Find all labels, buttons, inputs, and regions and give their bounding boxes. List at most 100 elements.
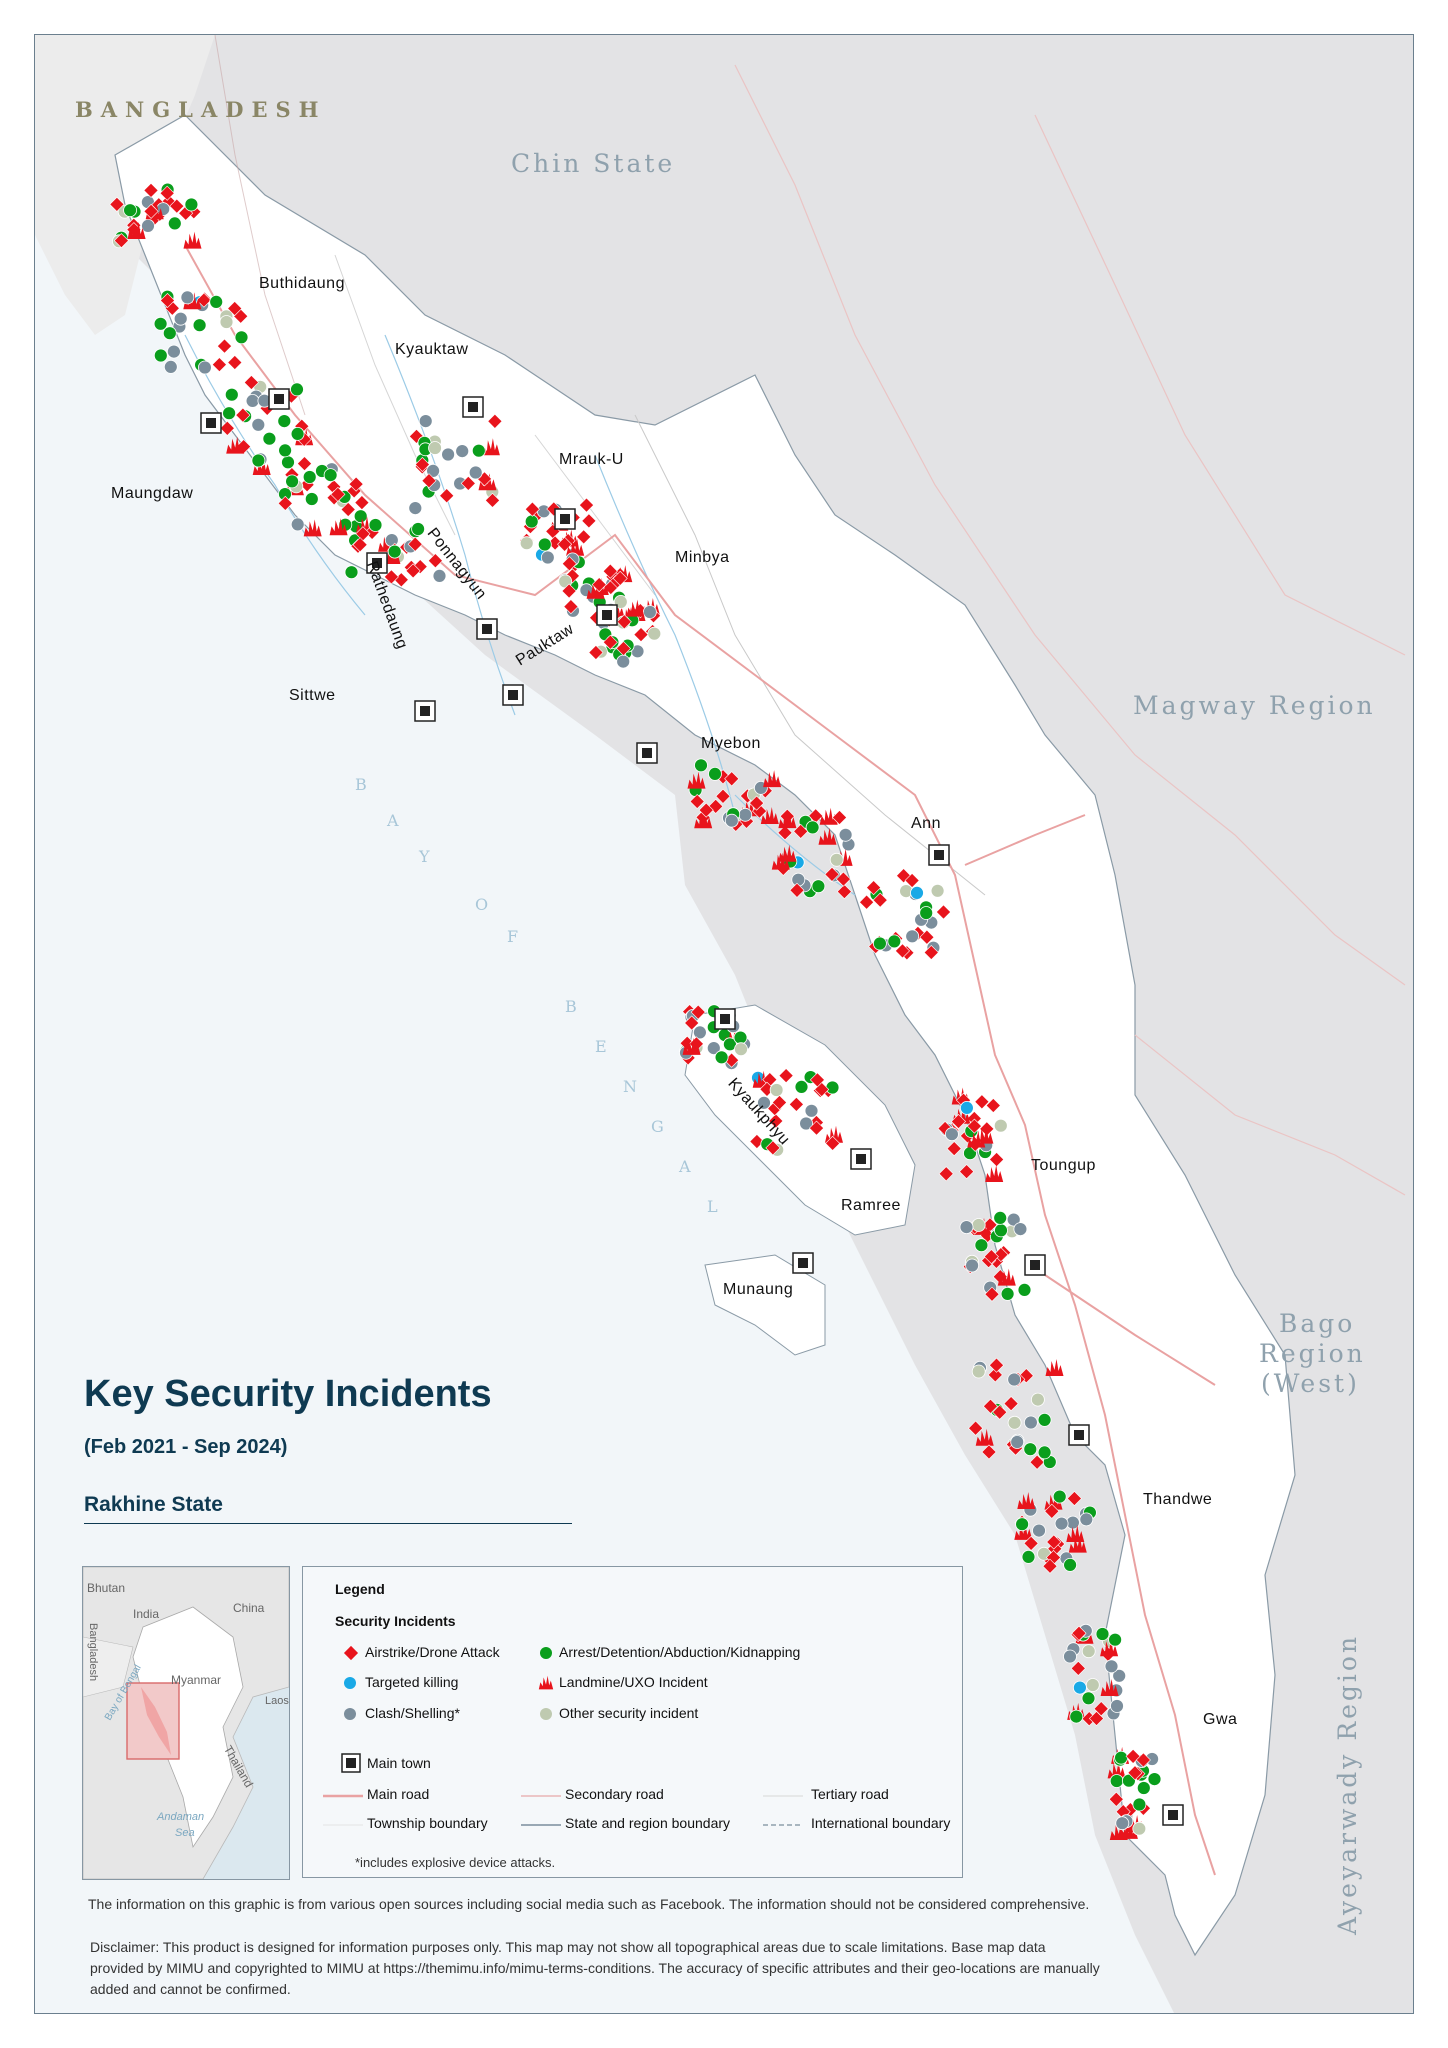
incident-marker[interactable] <box>387 544 402 559</box>
incident-marker[interactable] <box>765 1140 781 1156</box>
incident-marker[interactable] <box>290 382 304 397</box>
incident-marker[interactable] <box>251 417 266 432</box>
incident-marker[interactable] <box>714 1050 729 1065</box>
incident-marker[interactable] <box>1063 1649 1077 1664</box>
incident-marker[interactable] <box>524 501 540 517</box>
incident-marker[interactable] <box>439 488 455 504</box>
incident-marker[interactable] <box>959 1164 975 1180</box>
incident-marker[interactable] <box>432 569 447 583</box>
incident-marker[interactable] <box>824 866 840 882</box>
incident-marker[interactable] <box>887 934 902 949</box>
incident-marker[interactable] <box>904 873 920 888</box>
incident-marker[interactable] <box>1110 1699 1124 1713</box>
incident-marker[interactable] <box>919 929 935 945</box>
incident-marker[interactable] <box>1032 1523 1046 1538</box>
incident-marker[interactable] <box>974 1094 990 1110</box>
incident-marker[interactable] <box>989 1152 1005 1167</box>
incident-marker[interactable] <box>938 1166 954 1182</box>
incident-marker[interactable] <box>536 504 551 519</box>
incident-marker[interactable] <box>905 929 920 944</box>
incident-marker[interactable] <box>835 871 851 887</box>
incident-marker[interactable] <box>169 198 185 214</box>
incident-marker[interactable] <box>166 344 181 359</box>
incident-marker[interactable] <box>694 758 708 773</box>
incident-marker[interactable] <box>633 627 649 643</box>
incident-marker[interactable] <box>1063 1558 1077 1572</box>
incident-marker[interactable] <box>1007 1372 1022 1387</box>
incident-marker[interactable] <box>1112 1668 1127 1683</box>
incident-marker[interactable] <box>923 945 939 960</box>
incident-marker[interactable] <box>1010 1435 1025 1449</box>
incident-marker[interactable] <box>993 1118 1008 1133</box>
incident-marker[interactable] <box>968 1420 984 1436</box>
incident-marker[interactable] <box>224 387 239 402</box>
incident-marker[interactable] <box>984 1286 1000 1302</box>
incident-marker[interactable] <box>235 407 251 423</box>
incident-marker[interactable] <box>153 348 168 363</box>
incident-marker[interactable] <box>353 509 368 524</box>
incident-marker[interactable] <box>936 904 951 920</box>
incident-marker[interactable] <box>930 883 945 898</box>
incident-marker[interactable] <box>163 359 178 374</box>
incident-marker[interactable] <box>160 293 175 308</box>
incident-marker[interactable] <box>211 357 227 373</box>
incident-marker[interactable] <box>1104 1659 1119 1674</box>
incident-marker[interactable] <box>919 906 934 920</box>
incident-marker[interactable] <box>441 447 456 462</box>
incident-marker[interactable] <box>278 443 293 458</box>
incident-marker[interactable] <box>1135 1752 1151 1768</box>
incident-marker[interactable] <box>983 1398 998 1414</box>
incident-marker[interactable] <box>297 456 312 472</box>
incident-marker[interactable] <box>1073 1680 1087 1695</box>
incident-marker[interactable] <box>1023 1535 1039 1551</box>
incident-marker[interactable] <box>591 577 607 593</box>
incident-marker[interactable] <box>1046 1534 1062 1550</box>
incident-marker[interactable] <box>1132 1797 1147 1812</box>
incident-marker[interactable] <box>1029 1454 1045 1470</box>
incident-marker[interactable] <box>982 1217 998 1233</box>
incident-marker[interactable] <box>616 614 632 630</box>
incident-marker[interactable] <box>196 292 212 308</box>
incident-marker[interactable] <box>222 406 237 421</box>
incident-marker[interactable] <box>895 943 910 959</box>
incident-marker[interactable] <box>251 453 266 468</box>
incident-marker[interactable] <box>793 823 809 839</box>
incident-marker[interactable] <box>355 526 371 542</box>
incident-marker[interactable] <box>951 1114 966 1129</box>
incident-marker[interactable] <box>724 771 740 787</box>
incident-marker[interactable] <box>227 301 243 316</box>
incident-marker[interactable] <box>1042 1558 1058 1574</box>
incident-marker[interactable] <box>829 852 844 867</box>
incident-marker[interactable] <box>1147 1772 1162 1786</box>
incident-marker[interactable] <box>1006 1212 1021 1227</box>
incident-marker[interactable] <box>971 1364 986 1379</box>
incident-marker[interactable] <box>455 444 470 459</box>
incident-marker[interactable] <box>1132 1821 1147 1836</box>
incident-marker[interactable] <box>1127 1765 1143 1781</box>
incident-marker[interactable] <box>407 536 423 552</box>
incident-marker[interactable] <box>1000 1287 1015 1301</box>
incident-marker[interactable] <box>811 879 826 894</box>
incident-marker[interactable] <box>581 513 597 529</box>
incident-marker[interactable] <box>734 1042 748 1057</box>
incident-marker[interactable] <box>643 605 657 619</box>
incident-marker[interactable] <box>576 529 592 545</box>
incident-marker[interactable] <box>352 537 368 553</box>
incident-marker[interactable] <box>143 182 159 198</box>
incident-marker[interactable] <box>1066 1491 1082 1506</box>
incident-marker[interactable] <box>794 1080 809 1094</box>
incident-marker[interactable] <box>974 1238 989 1253</box>
incident-marker[interactable] <box>724 813 739 828</box>
incident-marker[interactable] <box>738 807 753 822</box>
incident-marker[interactable] <box>836 884 852 900</box>
incident-marker[interactable] <box>647 626 662 641</box>
incident-marker[interactable] <box>965 1258 979 1273</box>
incident-marker[interactable] <box>290 517 305 532</box>
incident-marker[interactable] <box>143 203 159 219</box>
incident-marker[interactable] <box>989 1357 1004 1373</box>
incident-marker[interactable] <box>994 1223 1008 1238</box>
incident-marker[interactable] <box>749 1134 765 1149</box>
incident-marker[interactable] <box>162 326 177 341</box>
incident-marker[interactable] <box>109 196 125 212</box>
incident-marker[interactable] <box>537 537 552 552</box>
